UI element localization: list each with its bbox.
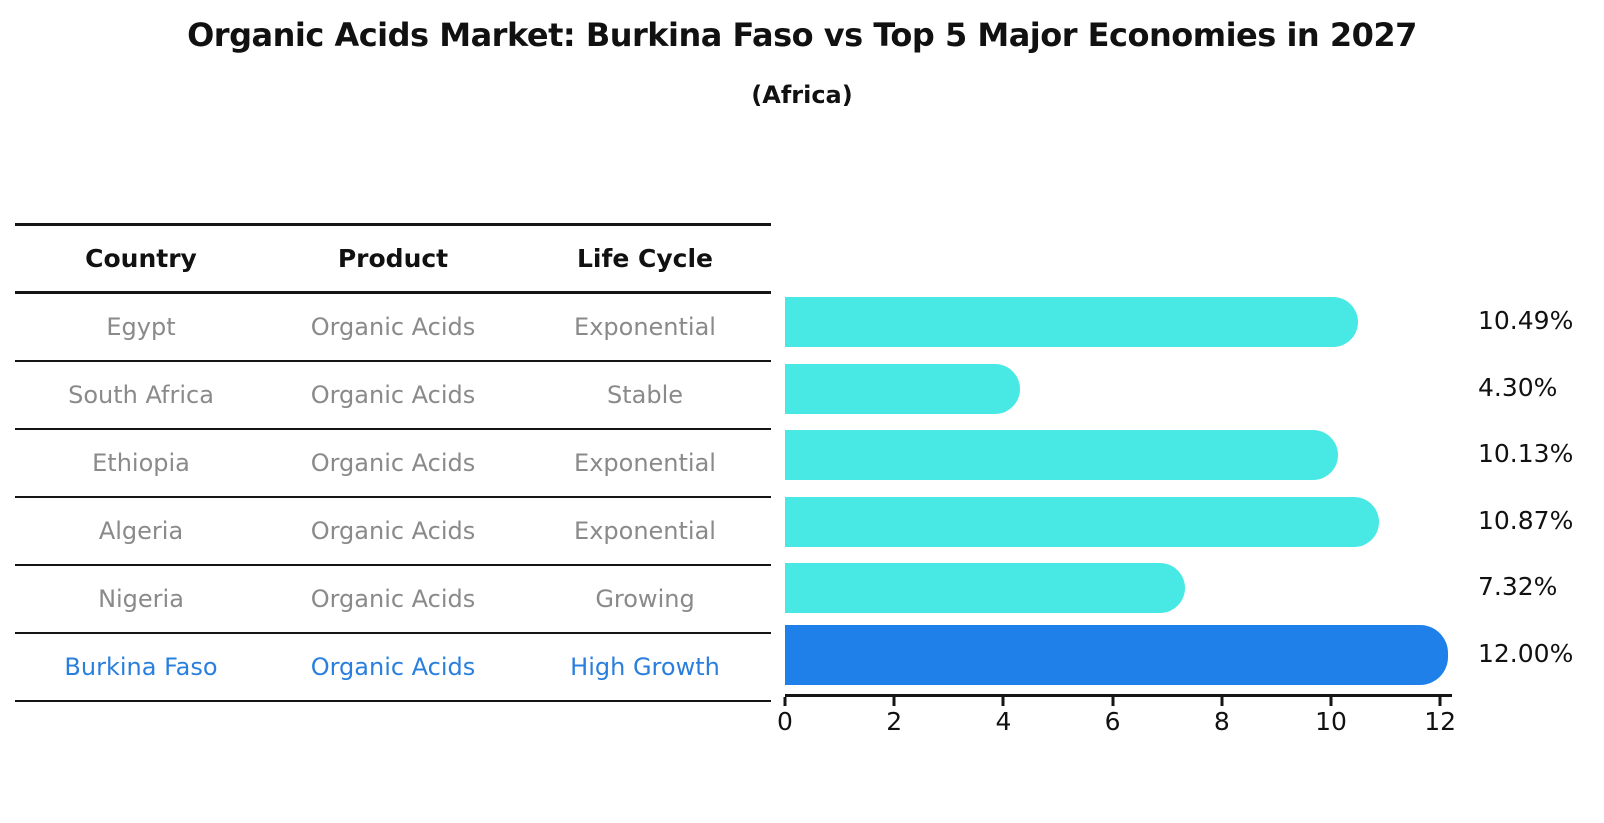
x-axis-line bbox=[785, 694, 1452, 697]
country-cell: Nigeria bbox=[98, 585, 184, 613]
x-tick-mark bbox=[1111, 697, 1115, 706]
value-label: 10.49% bbox=[1478, 306, 1574, 335]
x-tick-mark bbox=[892, 697, 896, 706]
x-tick-mark bbox=[1001, 697, 1005, 706]
x-tick-label: 2 bbox=[886, 707, 903, 736]
life-cycle-cell: Exponential bbox=[574, 449, 716, 477]
bar-nigeria bbox=[785, 563, 1185, 613]
life-cycle-cell: High Growth bbox=[570, 653, 720, 681]
life-cycle-cell: Stable bbox=[606, 381, 684, 409]
country-cell: Egypt bbox=[106, 313, 176, 341]
table-row: Ethiopia Organic Acids Exponential bbox=[15, 430, 771, 498]
x-tick-mark bbox=[1329, 697, 1333, 706]
product-cell: Organic Acids bbox=[310, 449, 476, 477]
product-cell: Organic Acids bbox=[310, 313, 476, 341]
value-label: 4.30% bbox=[1478, 372, 1558, 402]
column-header-product: Product bbox=[337, 244, 449, 273]
chart-subtitle: (Africa) bbox=[751, 81, 853, 109]
x-tick-label: 0 bbox=[777, 707, 793, 736]
table-row: South Africa Organic Acids Stable bbox=[15, 362, 771, 430]
x-tick-label: 8 bbox=[1213, 707, 1230, 736]
value-label: 10.13% bbox=[1478, 439, 1574, 468]
product-cell: Organic Acids bbox=[310, 653, 476, 681]
country-cell: Ethiopia bbox=[92, 449, 190, 477]
table-row: Egypt Organic Acids Exponential bbox=[15, 294, 771, 362]
bar-south-africa bbox=[785, 363, 1020, 414]
life-cycle-cell: Exponential bbox=[574, 313, 716, 341]
x-tick-label: 12 bbox=[1424, 707, 1457, 736]
country-table: Country Product Life Cycle Egypt Organic… bbox=[15, 223, 771, 702]
x-tick-mark bbox=[1220, 697, 1224, 706]
bar-algeria bbox=[785, 496, 1379, 547]
value-label: 7.32% bbox=[1478, 572, 1558, 601]
column-header-life-cycle: Life Cycle bbox=[576, 244, 714, 273]
life-cycle-cell: Growing bbox=[595, 585, 695, 613]
table-header-row: Country Product Life Cycle bbox=[15, 226, 771, 294]
value-label: 10.87% bbox=[1478, 505, 1574, 535]
chart-title: Organic Acids Market: Burkina Faso vs To… bbox=[187, 16, 1417, 54]
country-cell: Algeria bbox=[98, 517, 184, 545]
table-row: Nigeria Organic Acids Growing bbox=[15, 566, 771, 634]
life-cycle-cell: Exponential bbox=[574, 517, 716, 545]
x-tick-label: 4 bbox=[995, 707, 1012, 736]
bar-burkina-faso bbox=[785, 624, 1449, 685]
product-cell: Organic Acids bbox=[310, 517, 476, 545]
table-row-highlighted: Burkina Faso Organic Acids High Growth bbox=[15, 634, 771, 702]
table-row: Algeria Organic Acids Exponential bbox=[15, 498, 771, 566]
x-tick-label: 10 bbox=[1315, 707, 1347, 736]
value-label: 12.00% bbox=[1478, 638, 1574, 668]
x-tick-mark bbox=[783, 697, 787, 706]
bar-ethiopia bbox=[785, 430, 1339, 480]
x-tick-mark bbox=[1438, 697, 1442, 706]
x-tick-label: 6 bbox=[1104, 707, 1121, 736]
product-cell: Organic Acids bbox=[310, 381, 476, 409]
column-header-country: Country bbox=[85, 244, 197, 273]
country-cell: South Africa bbox=[68, 381, 214, 409]
product-cell: Organic Acids bbox=[310, 585, 476, 613]
country-cell: Burkina Faso bbox=[64, 653, 218, 681]
bar-egypt bbox=[785, 297, 1358, 347]
